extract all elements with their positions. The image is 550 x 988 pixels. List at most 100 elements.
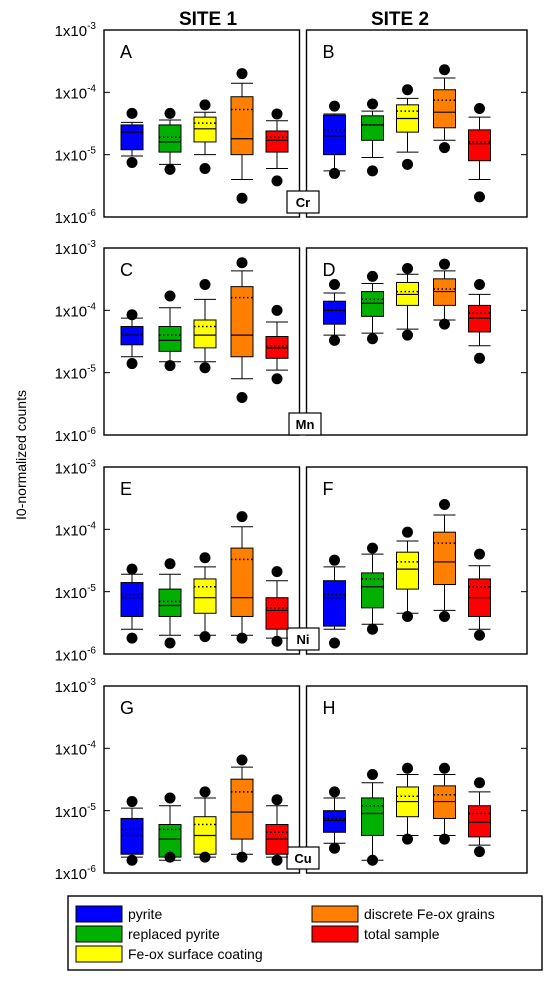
outlier-point <box>236 851 248 863</box>
legend-item: total sample <box>311 925 440 943</box>
box-iqr <box>158 588 182 617</box>
outlier-point <box>199 162 211 174</box>
box-iqr <box>193 319 217 349</box>
panel-letter: B <box>323 42 335 62</box>
box-total-sample <box>468 777 491 858</box>
box-total-sample <box>265 304 289 385</box>
outlier-point <box>474 846 485 858</box>
box-fe-ox-surface-coating <box>396 526 419 622</box>
box-replaced-pyrite <box>361 769 384 866</box>
panel-c: C <box>120 257 289 403</box>
y-tick-label: 1x10-4 <box>55 521 97 540</box>
outlier-point <box>329 167 340 179</box>
box-pyrite <box>323 100 346 179</box>
outlier-point <box>329 100 340 112</box>
panel-e: E <box>120 479 289 649</box>
box-discrete-fe-ox-grains <box>433 499 456 622</box>
legend: pyrite replaced pyrite Fe-ox surface coati… <box>67 895 543 971</box>
outlier-point <box>236 257 248 269</box>
panel-b: B <box>323 42 491 203</box>
box-fe-ox-surface-coating <box>396 262 419 341</box>
outlier-point <box>271 566 283 578</box>
box-discrete-fe-ox-grains <box>433 762 456 845</box>
box-iqr <box>230 96 254 156</box>
outlier-point <box>236 754 248 766</box>
box-iqr <box>468 129 491 162</box>
outlier-point <box>271 304 283 316</box>
element-label-box <box>288 412 322 436</box>
box-iqr <box>468 805 491 838</box>
box-total-sample <box>265 566 289 647</box>
panel-letter: C <box>120 260 133 280</box>
outlier-point <box>126 107 138 119</box>
box-iqr <box>323 114 346 156</box>
panel-letter: D <box>323 260 336 280</box>
y-tick-exponent: -4 <box>87 301 96 312</box>
panel-frame <box>305 29 528 218</box>
panel-letter: F <box>323 479 334 499</box>
outlier-point <box>329 786 340 798</box>
y-axis-label: I0-normalized counts <box>13 390 29 520</box>
outlier-point <box>236 192 248 204</box>
outlier-point <box>199 631 211 643</box>
panel-letter: A <box>120 42 132 62</box>
y-tick-exponent: -4 <box>87 740 96 751</box>
outlier-point <box>367 769 378 781</box>
box-iqr <box>265 130 289 153</box>
box-total-sample <box>265 108 289 187</box>
outlier-point <box>367 333 378 345</box>
panel-frame <box>305 247 528 436</box>
y-tick-label: 1x10-3 <box>55 677 97 696</box>
box-iqr <box>230 547 254 617</box>
box-iqr <box>158 124 182 153</box>
y-tick-label: 1x10-6 <box>55 864 97 883</box>
y-tick-exponent: -3 <box>87 458 96 469</box>
legend-swatch <box>75 945 123 963</box>
outlier-point <box>126 309 138 321</box>
panel-letter: G <box>120 698 134 718</box>
site1-header: SITE 1 <box>179 9 238 30</box>
y-tick-exponent: -6 <box>87 645 96 656</box>
y-tick-exponent: -4 <box>87 83 96 94</box>
box-replaced-pyrite <box>361 98 384 177</box>
y-tick-base: 1x10 <box>55 148 88 165</box>
y-tick-base: 1x10 <box>55 679 88 696</box>
outlier-point <box>271 108 283 120</box>
legend-label: discrete Fe-ox grains <box>364 906 495 922</box>
outlier-point <box>474 278 485 290</box>
box-replaced-pyrite <box>361 542 384 635</box>
box-replaced-pyrite <box>361 270 384 345</box>
outlier-point <box>271 635 283 647</box>
box-total-sample <box>468 278 491 364</box>
legend-label: pyrite <box>128 906 162 922</box>
box-pyrite <box>323 786 346 854</box>
y-tick-base: 1x10 <box>55 804 88 821</box>
outlier-point <box>164 851 176 863</box>
outlier-point <box>367 165 378 177</box>
outlier-point <box>329 554 340 566</box>
outlier-point <box>402 262 413 274</box>
panel-frame <box>103 247 301 436</box>
element-label-box <box>286 627 320 651</box>
y-tick-exponent: -5 <box>87 364 96 375</box>
y-tick-exponent: -6 <box>87 864 96 875</box>
outlier-point <box>164 558 176 570</box>
y-tick-label: 1x10-5 <box>55 146 97 165</box>
y-tick-base: 1x10 <box>55 23 88 40</box>
outlier-point <box>367 542 378 554</box>
outlier-point <box>439 762 450 774</box>
outlier-point <box>474 777 485 789</box>
box-pyrite <box>120 796 144 866</box>
box-iqr <box>193 578 217 614</box>
box-iqr <box>323 810 346 833</box>
y-tick-label: 1x10-5 <box>55 802 97 821</box>
element-label: Cu <box>294 851 311 866</box>
element-label-box <box>286 846 320 870</box>
element-label-box <box>286 190 320 214</box>
y-tick-base: 1x10 <box>55 742 88 759</box>
y-tick-label: 1x10-4 <box>55 301 97 320</box>
outlier-point <box>236 632 248 644</box>
y-tick-base: 1x10 <box>55 303 88 320</box>
y-tick-base: 1x10 <box>55 523 88 540</box>
